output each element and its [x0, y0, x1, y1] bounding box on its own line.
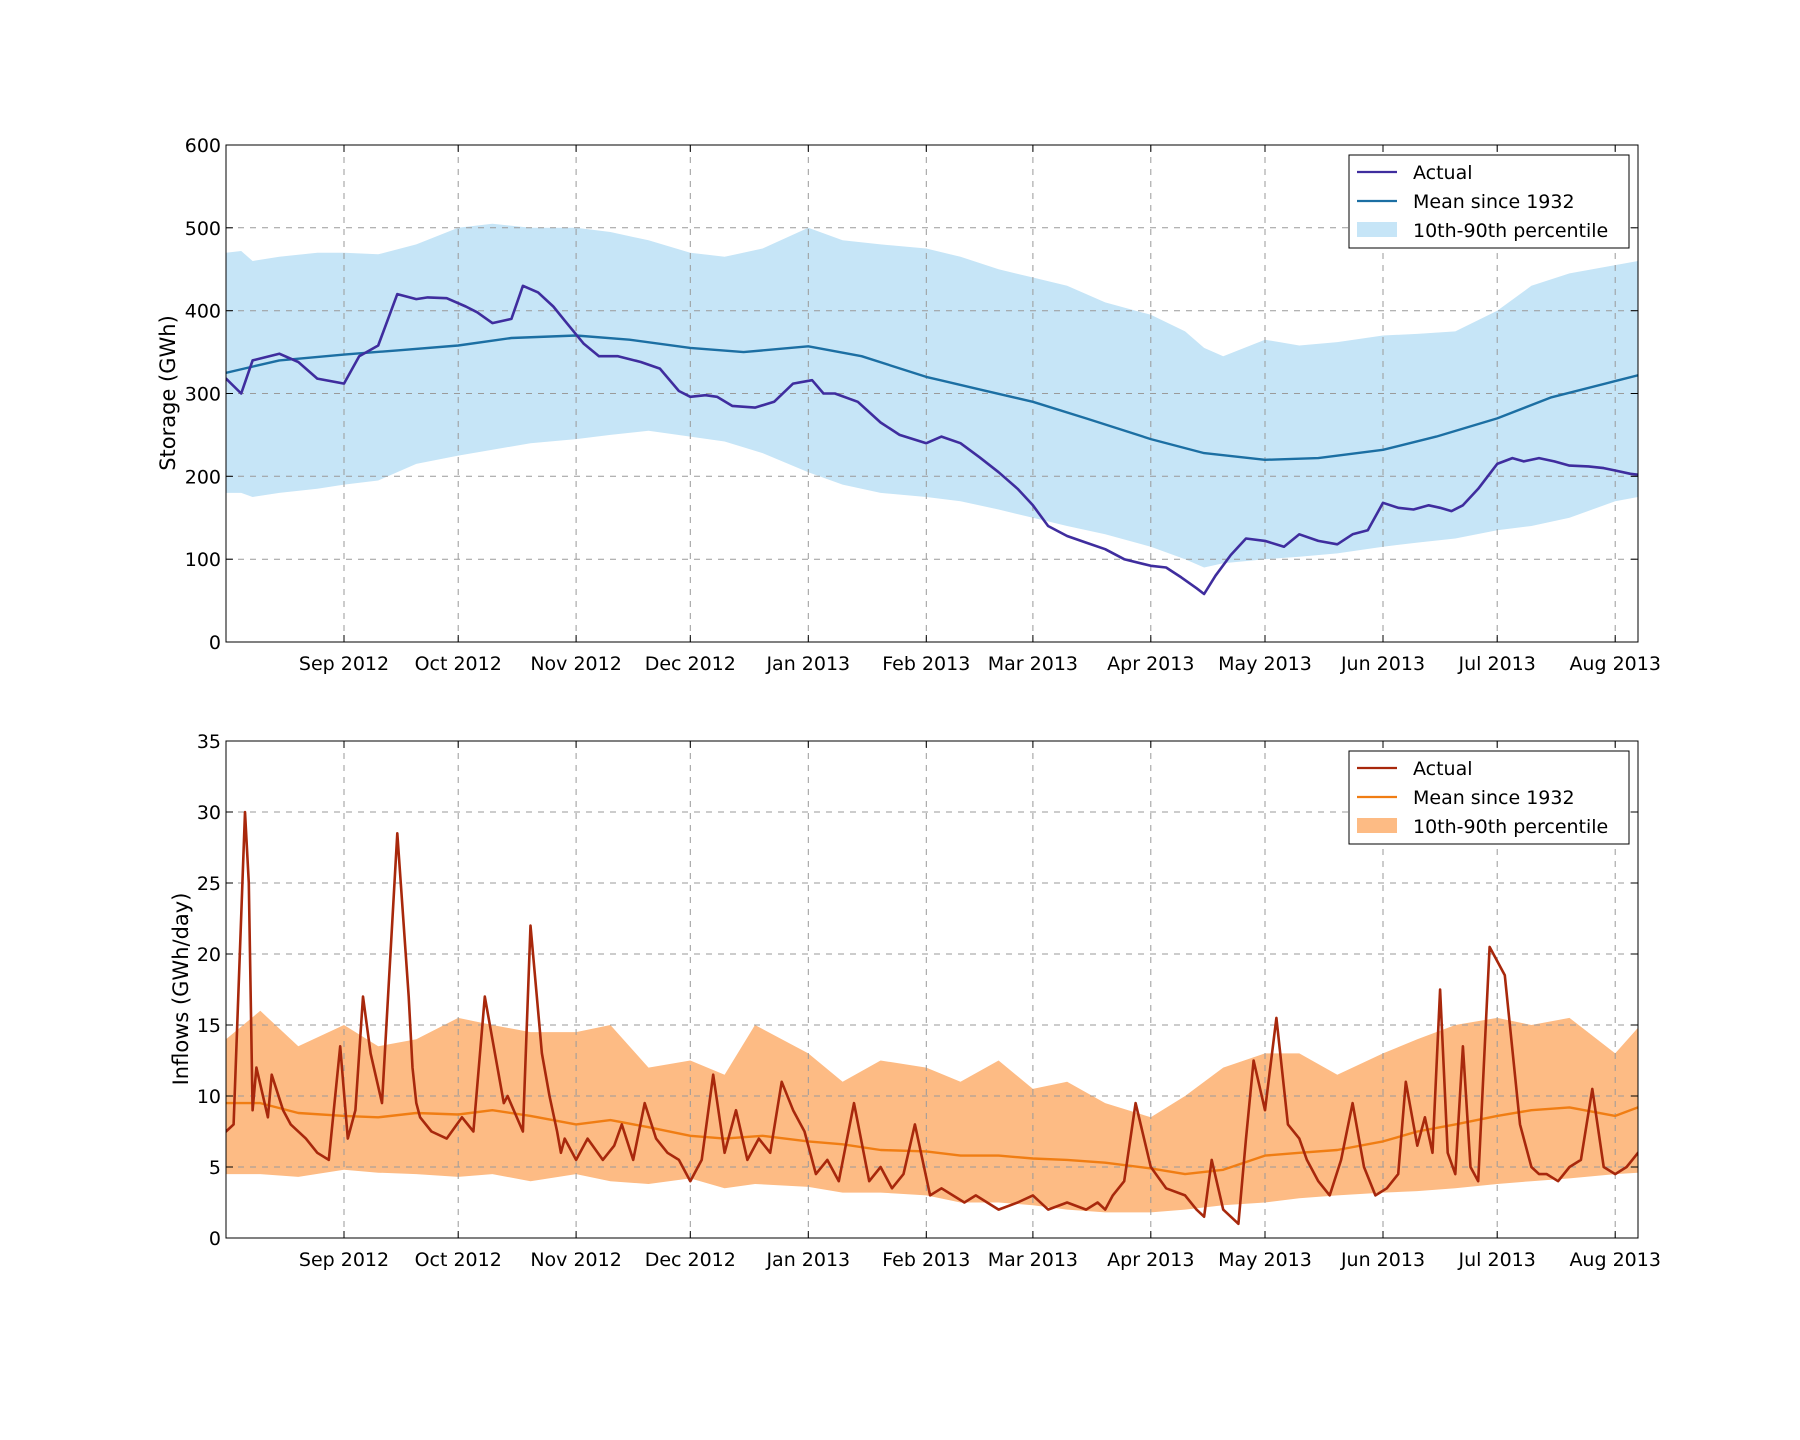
legend-label-band: 10th-90th percentile [1413, 816, 1608, 838]
x-tick-label: Jul 2013 [1458, 1249, 1536, 1271]
x-tick-label: Nov 2012 [530, 653, 621, 675]
mean-line [226, 1101, 1638, 1176]
x-tick-label: Feb 2013 [882, 1249, 970, 1271]
mean-line [226, 334, 1638, 461]
y-axis-label: Inflows (GWh/day) [169, 893, 193, 1086]
inflows-chart: Sep 2012 Oct 2012 Nov 2012 Dec 2012 Jan 2013… [169, 731, 1661, 1271]
y-tick-label: 35 [197, 731, 221, 753]
y-tick-label: 25 [197, 873, 221, 895]
y-tick-label: 300 [185, 384, 221, 406]
y-axis-label: Storage (GWh) [156, 315, 180, 471]
x-tick-label: Mar 2013 [988, 1249, 1078, 1271]
y-tick-label: 500 [185, 218, 221, 240]
y-tick-label: 0 [209, 1228, 221, 1250]
x-tick-label: Apr 2013 [1107, 1249, 1194, 1271]
x-tick-label: Feb 2013 [882, 653, 970, 675]
x-tick-label: Oct 2012 [415, 653, 502, 675]
legend-swatch-band [1357, 222, 1397, 237]
legend-label-mean: Mean since 1932 [1413, 191, 1575, 213]
x-tick-label: Dec 2012 [645, 1249, 736, 1271]
x-tick-label: Sep 2012 [299, 1249, 389, 1271]
y-tick-label: 10 [197, 1086, 221, 1108]
plot-frame [225, 740, 1639, 1239]
x-tick-label: May 2013 [1218, 653, 1312, 675]
x-tick-label: May 2013 [1218, 1249, 1312, 1271]
legend-label-actual: Actual [1413, 162, 1473, 184]
y-tick-label: 0 [209, 632, 221, 654]
x-tick-label: Jan 2013 [765, 1249, 850, 1271]
x-tick-label: Sep 2012 [299, 653, 389, 675]
x-tick-label: Dec 2012 [645, 653, 736, 675]
x-tick-label: Jan 2013 [765, 653, 850, 675]
legend-label-mean: Mean since 1932 [1413, 787, 1575, 809]
x-tick-label: Aug 2013 [1569, 653, 1661, 675]
legend-swatch-band [1357, 818, 1397, 833]
actual-line [226, 810, 1638, 1226]
x-tick-label: Jun 2013 [1340, 653, 1425, 675]
percentile-band [226, 1010, 1638, 1213]
legend: Actual Mean since 1932 10th-90th percent… [1348, 154, 1630, 249]
y-tick-label: 30 [197, 802, 221, 824]
y-tick-label: 15 [197, 1015, 221, 1037]
x-tick-label: Mar 2013 [988, 653, 1078, 675]
percentile-band [226, 223, 1638, 568]
x-tick-label: Jun 2013 [1340, 1249, 1425, 1271]
legend-label-actual: Actual [1413, 758, 1473, 780]
y-tick-label: 20 [197, 944, 221, 966]
storage-chart: Sep 2012 Oct 2012 Nov 2012 Dec 2012 Jan 2013… [156, 135, 1661, 675]
y-tick-label: 600 [185, 135, 221, 157]
x-tick-label: Aug 2013 [1569, 1249, 1661, 1271]
legend-label-band: 10th-90th percentile [1413, 220, 1608, 242]
x-tick-label: Nov 2012 [530, 1249, 621, 1271]
actual-line [226, 284, 1638, 596]
y-tick-label: 200 [185, 466, 221, 488]
legend: Actual Mean since 1932 10th-90th percent… [1348, 750, 1630, 845]
x-tick-label: Apr 2013 [1107, 653, 1194, 675]
y-tick-label: 400 [185, 301, 221, 323]
y-tick-label: 100 [185, 549, 221, 571]
x-tick-label: Jul 2013 [1458, 653, 1536, 675]
y-tick-label: 5 [209, 1157, 221, 1179]
x-tick-label: Oct 2012 [415, 1249, 502, 1271]
